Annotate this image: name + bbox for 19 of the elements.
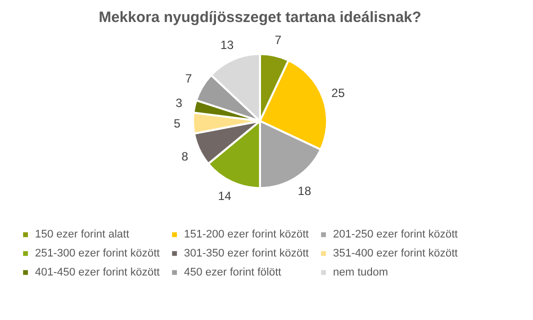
legend-label: 151-200 ezer forint között xyxy=(184,228,309,241)
chart-title: Mekkora nyugdíjösszeget tartana ideálisnak? xyxy=(98,9,422,26)
data-label: 3 xyxy=(176,96,183,110)
legend-label: 450 ezer forint fölött xyxy=(184,266,282,278)
legend-label: nem tudom xyxy=(333,266,388,278)
data-label: 25 xyxy=(331,86,346,100)
data-label: 5 xyxy=(174,116,181,131)
legend-label: 351-400 ezer forint között xyxy=(333,248,458,260)
data-label: 7 xyxy=(185,72,192,86)
data-label: 18 xyxy=(298,184,312,198)
legend-label: 201-250 ezer forint között xyxy=(333,228,458,241)
data-label: 8 xyxy=(182,149,189,164)
legend-label: 251-300 ezer forint között xyxy=(35,248,160,260)
legend-label: 401-450 ezer forint között xyxy=(35,266,160,278)
data-label: 14 xyxy=(218,189,232,204)
data-label: 7 xyxy=(274,33,282,47)
data-label: 13 xyxy=(220,38,234,52)
legend-label: 150 ezer forint alatt xyxy=(35,228,130,241)
legend-label: 301-350 ezer forint között xyxy=(184,248,309,260)
